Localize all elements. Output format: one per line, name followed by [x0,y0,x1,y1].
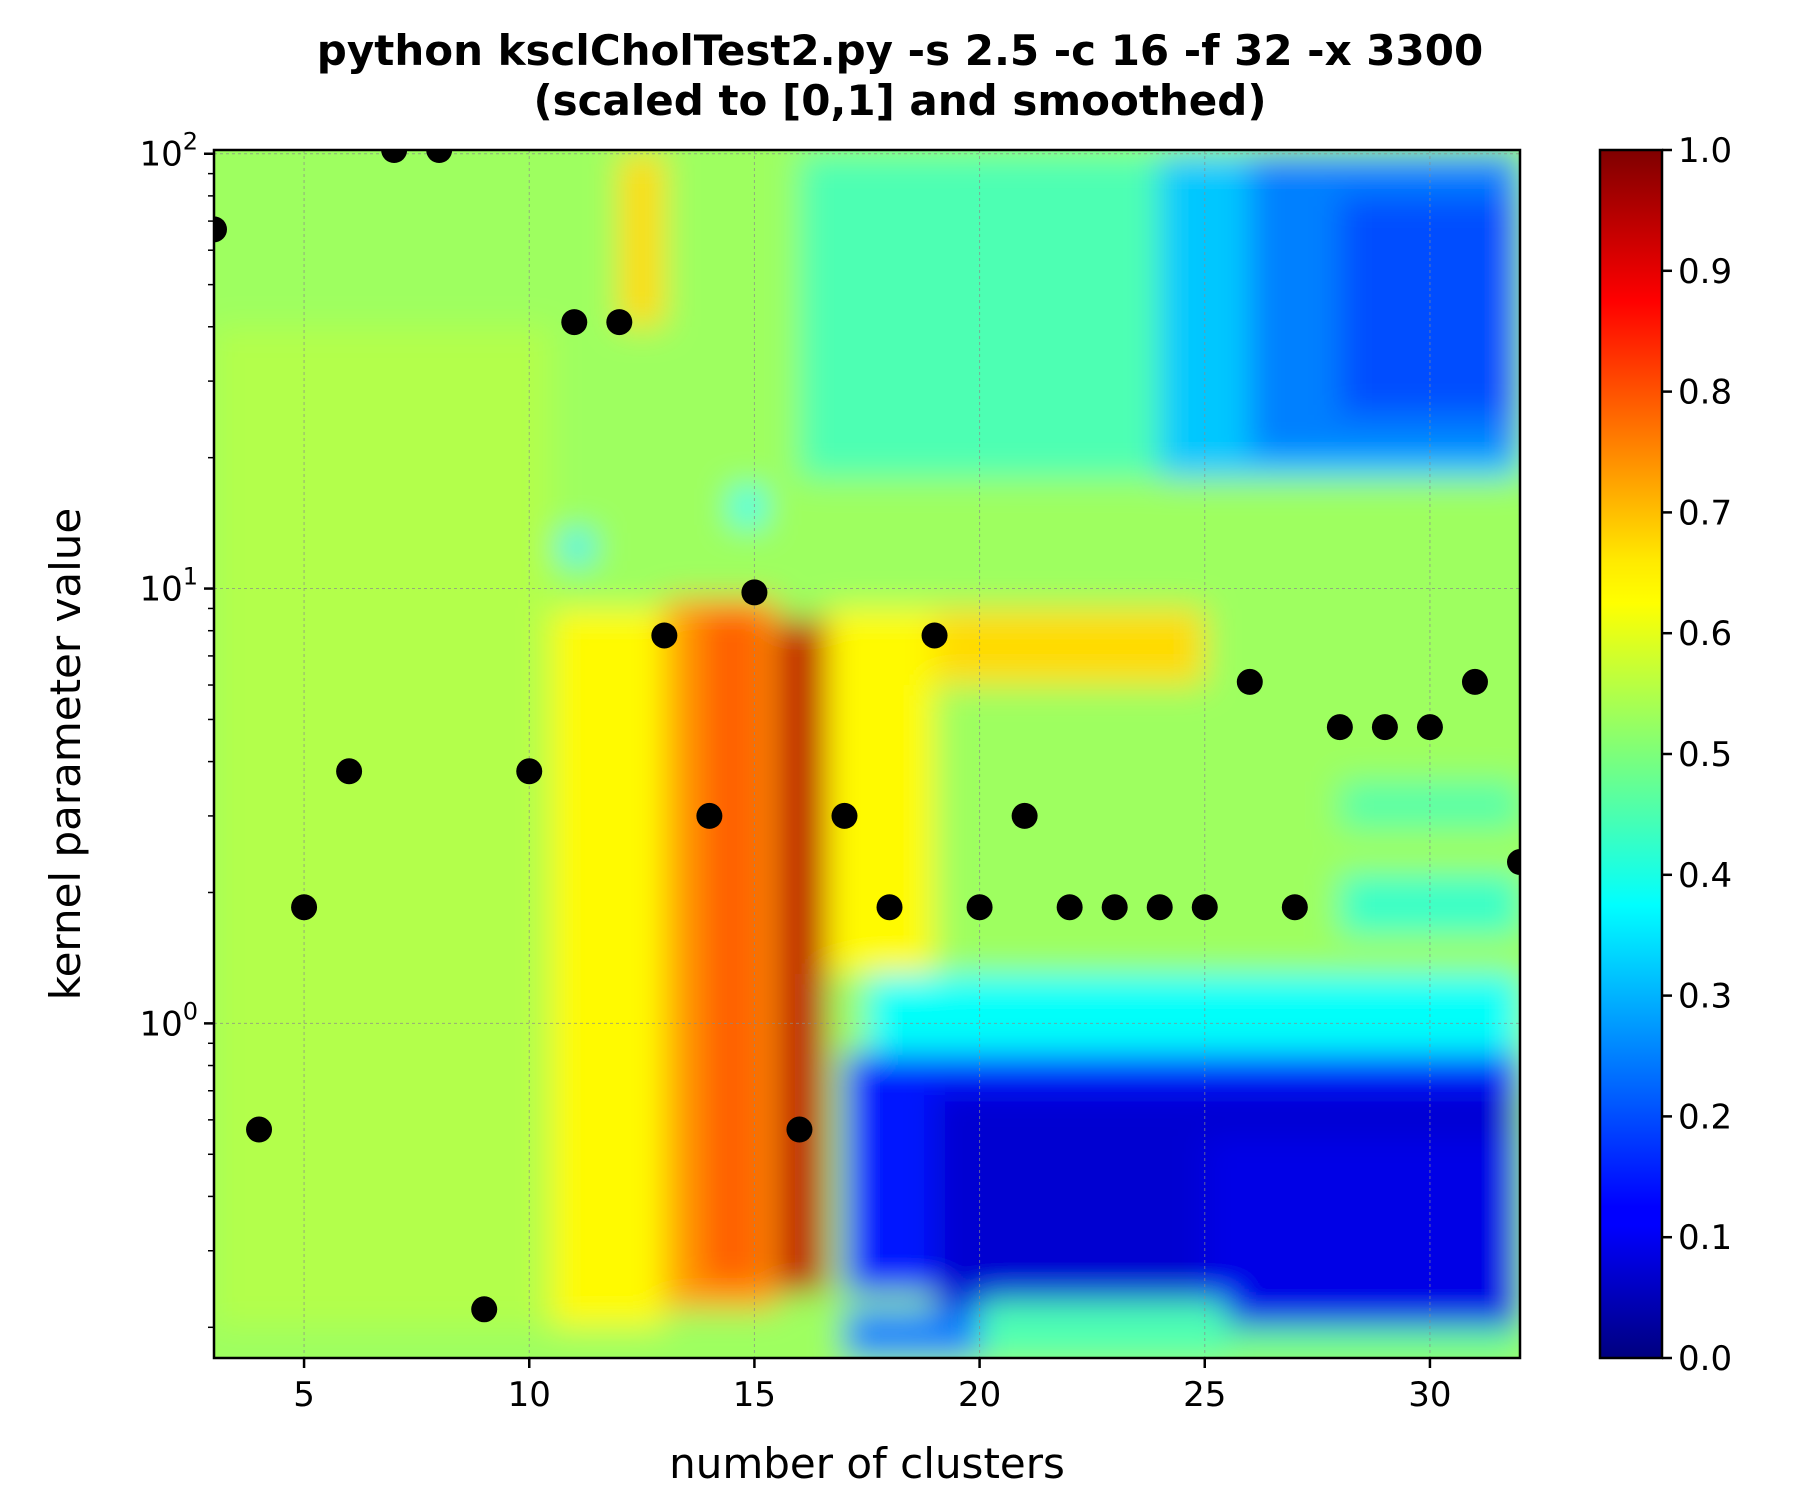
data-point [1507,849,1520,876]
data-point [921,622,948,649]
colorbar-tick-label: 0.9 [1678,252,1732,292]
data-point [966,894,993,921]
heatmap-region [551,608,665,1328]
plot-area [214,150,1520,1358]
data-point [696,802,723,829]
heatmap-region [619,153,665,327]
x-tick-label: 25 [1183,1375,1226,1415]
data-point [1281,894,1308,921]
data-point [1326,714,1353,741]
data-points [214,150,1520,1323]
data-point [786,1116,813,1143]
data-point [651,622,678,649]
data-point [1416,714,1443,741]
chart-title-line: python ksclCholTest2.py -s 2.5 -c 16 -f … [316,26,1484,75]
colorbar-tick-label: 0.8 [1678,373,1732,413]
data-point [1236,668,1263,695]
colorbar-tick-label: 0.1 [1678,1218,1732,1258]
data-point [1461,668,1488,695]
colorbar-tick-label: 0.0 [1678,1339,1732,1379]
y-axis-label: kernel parameter value [41,508,90,1000]
data-point [214,216,227,243]
x-tick-label: 20 [958,1375,1001,1415]
x-tick-label: 10 [508,1375,551,1415]
colorbar-tick-label: 1.0 [1678,131,1732,171]
colorbar-tick-label: 0.2 [1678,1097,1732,1137]
data-point [516,758,543,785]
data-point [876,894,903,921]
data-point [471,1296,498,1323]
colorbar-tick-label: 0.4 [1678,856,1732,896]
plot-frame [212,148,1522,1360]
chart-subtitle-line: (scaled to [0,1] and smoothed) [533,76,1267,125]
y-tick-label: 101 [139,563,198,610]
data-point [1146,894,1173,921]
data-point [1101,894,1128,921]
heatmap-region [214,326,552,1328]
heatmap-region [731,488,764,526]
colorbar-tick-label: 0.6 [1678,614,1732,654]
colorbar-tick-label: 0.5 [1678,735,1732,775]
x-tick-label: 30 [1408,1375,1451,1415]
chart-title: python ksclCholTest2.py -s 2.5 -c 16 -f … [0,26,1800,126]
heatmap-region [776,619,827,1293]
y-tick-label: 102 [139,128,198,175]
data-point [426,150,453,163]
x-axis-label: number of clusters [669,1439,1065,1488]
data-point [291,894,318,921]
heatmap-region [867,973,1520,1055]
data-point [1011,802,1038,829]
heatmap-region [934,608,1205,686]
heatmap-region [979,1300,1228,1358]
data-point [336,758,363,785]
colorbar: 0.0 0.1 0.2 0.3 0.4 0.5 0.6 0.7 0.8 0.9 1.0 [1598,131,1732,1379]
heatmap-region [1227,1327,1520,1358]
data-point [381,150,408,163]
heatmap-region [799,153,1160,478]
heatmap-field [214,150,1520,1358]
colorbar-tick-label: 0.3 [1678,977,1732,1017]
data-point [1056,894,1083,921]
heatmap-region [560,531,593,563]
data-point [1191,894,1218,921]
heatmap-region [826,608,935,974]
heatmap-region [844,1309,980,1358]
data-point [741,579,768,606]
y-tick-label: 100 [139,997,198,1044]
data-point [1371,714,1398,741]
data-point [831,802,858,829]
data-point [606,309,633,336]
colorbar-tick-label: 0.7 [1678,493,1732,533]
y-axis: 100 101 102 [139,128,214,1329]
heatmap-region [700,608,764,1286]
heatmap-region [1204,1136,1520,1328]
x-axis: 5 10 15 20 25 30 [293,1358,1452,1415]
x-tick-label: 5 [293,1375,315,1415]
colorbar-ticks: 0.0 0.1 0.2 0.3 0.4 0.5 0.6 0.7 0.8 0.9 1.0 [1662,131,1732,1379]
data-point [246,1116,273,1143]
data-point [561,309,588,336]
colorbar-gradient [1600,150,1662,1358]
x-tick-label: 15 [733,1375,776,1415]
